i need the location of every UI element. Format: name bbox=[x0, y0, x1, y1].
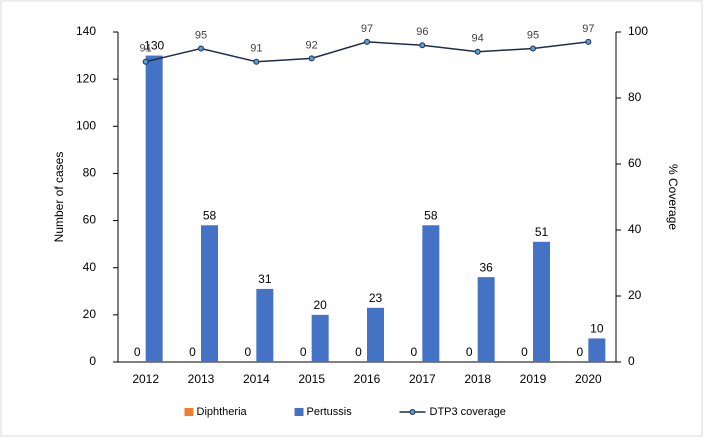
data-label: 51 bbox=[535, 225, 549, 239]
y2-tick-label: 100 bbox=[628, 24, 648, 38]
legend-swatch bbox=[409, 409, 416, 415]
data-label: 31 bbox=[258, 272, 272, 286]
legend-label: Diphtheria bbox=[197, 406, 248, 418]
line-marker bbox=[419, 42, 426, 49]
data-label: 97 bbox=[582, 23, 594, 35]
data-label: 10 bbox=[590, 322, 604, 336]
y2-tick-label: 0 bbox=[628, 354, 635, 368]
data-label: 0 bbox=[244, 345, 251, 359]
x-tick-label: 2018 bbox=[464, 372, 491, 386]
x-tick-label: 2017 bbox=[409, 372, 436, 386]
legend-swatch bbox=[184, 408, 194, 416]
y2-tick-label: 40 bbox=[628, 222, 642, 236]
data-label: 96 bbox=[416, 26, 428, 38]
line-marker bbox=[142, 58, 149, 65]
x-tick-label: 2020 bbox=[575, 372, 602, 386]
data-label: 130 bbox=[144, 39, 164, 53]
bar bbox=[256, 288, 274, 362]
bar bbox=[145, 55, 163, 362]
bar bbox=[588, 338, 606, 362]
bar bbox=[367, 307, 384, 362]
y-tick-label: 0 bbox=[89, 354, 96, 368]
data-label: 36 bbox=[479, 260, 493, 274]
legend-swatch bbox=[294, 408, 304, 416]
data-label: 91 bbox=[250, 43, 262, 55]
data-label: 0 bbox=[189, 345, 196, 359]
bar bbox=[311, 314, 329, 362]
x-tick-label: 2014 bbox=[243, 372, 270, 386]
data-label: 0 bbox=[134, 345, 141, 359]
legend-label: Pertussis bbox=[307, 406, 353, 418]
data-label: 97 bbox=[361, 23, 373, 35]
data-label: 95 bbox=[527, 29, 539, 41]
y-tick-label: 100 bbox=[76, 118, 96, 132]
line-marker bbox=[308, 55, 315, 62]
x-tick-label: 2012 bbox=[132, 372, 159, 386]
data-label: 0 bbox=[410, 345, 417, 359]
data-label: 58 bbox=[424, 208, 438, 222]
y-tick-label: 140 bbox=[76, 24, 96, 38]
data-label: 0 bbox=[300, 345, 307, 359]
x-tick-label: 2015 bbox=[298, 372, 325, 386]
data-label: 92 bbox=[306, 39, 318, 51]
bar bbox=[201, 225, 218, 362]
data-label: 0 bbox=[521, 345, 528, 359]
y-tick-label: 20 bbox=[83, 307, 97, 321]
y-tick-label: 60 bbox=[83, 213, 97, 227]
x-tick-label: 2013 bbox=[188, 372, 215, 386]
y-tick-label: 120 bbox=[76, 71, 96, 85]
y-tick-label: 80 bbox=[83, 166, 97, 180]
data-label: 58 bbox=[203, 208, 217, 222]
y2-tick-label: 20 bbox=[628, 288, 642, 302]
bar bbox=[477, 277, 495, 362]
line-marker bbox=[364, 38, 370, 45]
y-axis-title: Number of cases bbox=[52, 152, 66, 243]
line-marker bbox=[474, 48, 481, 55]
y-tick-label: 40 bbox=[83, 260, 97, 274]
x-tick-label: 2019 bbox=[520, 372, 547, 386]
line-marker bbox=[198, 45, 204, 52]
data-label: 95 bbox=[195, 29, 207, 41]
y2-tick-label: 80 bbox=[628, 90, 642, 104]
bar bbox=[422, 225, 440, 362]
x-tick-label: 2016 bbox=[354, 372, 381, 386]
line-marker bbox=[253, 58, 260, 65]
data-label: 0 bbox=[466, 345, 473, 359]
data-label: 91 bbox=[140, 43, 152, 55]
y2-tick-label: 60 bbox=[628, 156, 642, 170]
data-label: 0 bbox=[355, 345, 362, 359]
y2-axis-title: % Coverage bbox=[666, 164, 680, 230]
data-label: 20 bbox=[313, 298, 327, 312]
data-label: 23 bbox=[369, 291, 383, 305]
data-label: 94 bbox=[472, 33, 484, 45]
line-marker bbox=[530, 45, 536, 52]
line-marker bbox=[585, 38, 592, 45]
bar bbox=[533, 241, 550, 362]
data-label: 0 bbox=[576, 345, 583, 359]
legend-label: DTP3 coverage bbox=[430, 406, 506, 418]
